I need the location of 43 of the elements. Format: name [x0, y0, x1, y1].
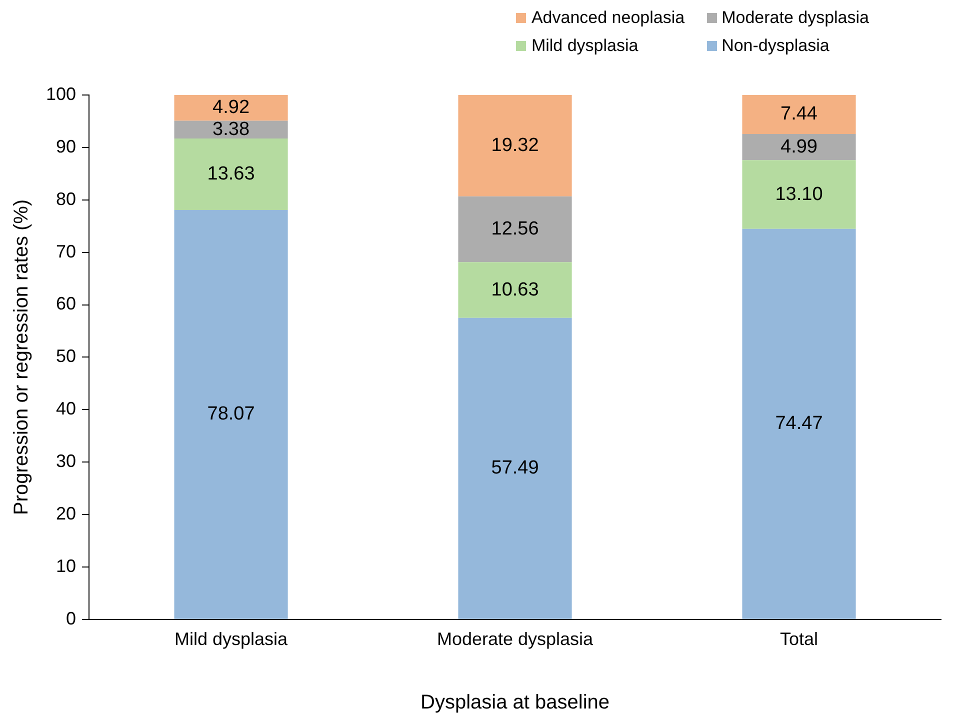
- data-label: 7.44: [780, 104, 818, 125]
- bar: [458, 318, 572, 619]
- y-tick-label: 30: [56, 451, 76, 472]
- bar: [742, 95, 856, 134]
- data-label: 13.10: [775, 184, 823, 205]
- bar: [458, 95, 572, 196]
- data-label: 10.63: [491, 279, 539, 300]
- legend-label: Mild dysplasia: [531, 36, 638, 56]
- x-axis-title: Dysplasia at baseline: [420, 692, 610, 714]
- bar: [458, 262, 572, 318]
- y-tick-label: 70: [56, 241, 76, 262]
- bar: [174, 138, 288, 210]
- y-tick-label: 40: [56, 398, 76, 419]
- data-label: 74.47: [775, 413, 823, 434]
- y-tick-label: 90: [56, 136, 76, 156]
- y-tick-label: 80: [56, 188, 76, 209]
- y-tick-label: 0: [66, 608, 76, 628]
- x-tick-label: Total: [780, 629, 818, 650]
- legend-label: Advanced neoplasia: [531, 8, 685, 28]
- bar: [742, 134, 856, 160]
- x-tick-label: Moderate dysplasia: [436, 629, 594, 650]
- data-label: 78.07: [207, 404, 255, 425]
- data-label: 13.63: [207, 163, 255, 184]
- legend-label: Non-dysplasia: [722, 36, 830, 56]
- y-tick-label: 50: [56, 346, 76, 366]
- data-label: 12.56: [491, 218, 539, 240]
- legend-label: Moderate dysplasia: [722, 8, 869, 28]
- y-tick-label: 20: [56, 503, 76, 524]
- y-tick-label: 60: [56, 294, 76, 314]
- data-label: 4.99: [780, 136, 818, 158]
- data-label: 3.38: [212, 118, 250, 140]
- bar: [458, 196, 572, 262]
- bar: [742, 160, 856, 229]
- data-label: 57.49: [491, 458, 539, 479]
- y-axis-title: Progression or regression rates (%): [10, 199, 33, 516]
- bar: [174, 95, 288, 121]
- bar: [174, 210, 288, 619]
- data-label: 4.92: [212, 97, 250, 118]
- bar: [742, 228, 856, 619]
- x-tick-label: Mild dysplasia: [174, 629, 289, 650]
- data-label: 19.32: [491, 134, 539, 156]
- y-tick-label: 10: [56, 556, 76, 576]
- y-tick-label: 100: [46, 84, 76, 104]
